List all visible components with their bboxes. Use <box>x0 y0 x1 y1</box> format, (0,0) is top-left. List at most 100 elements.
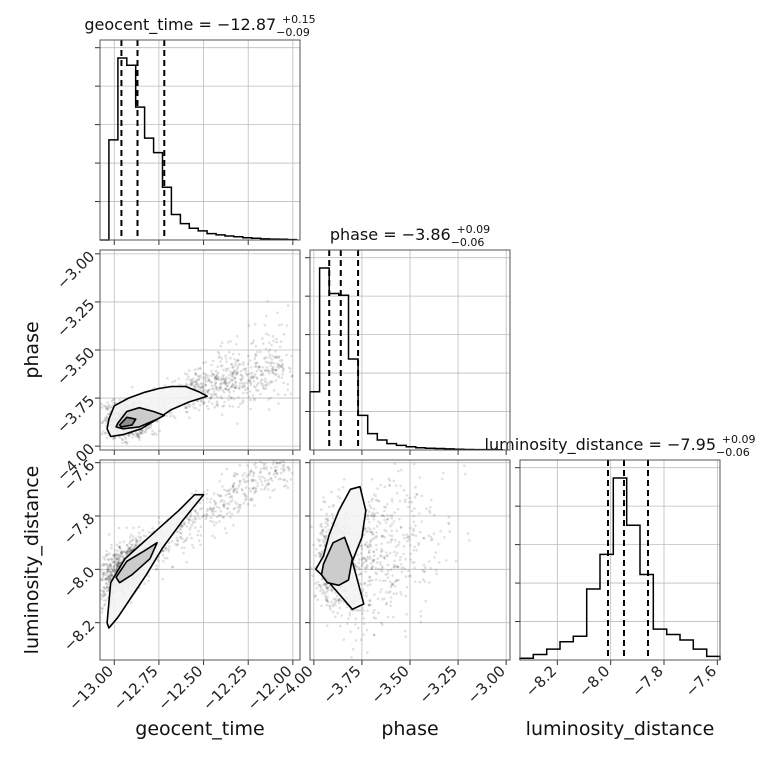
scatter-point <box>368 528 372 531</box>
scatter-point <box>274 469 277 472</box>
scatter-point <box>221 375 224 379</box>
scatter-point <box>107 579 110 583</box>
scatter-point <box>200 507 204 510</box>
scatter-point <box>372 518 376 521</box>
scatter-point <box>399 484 402 488</box>
scatter-point <box>255 369 259 373</box>
scatter-point <box>285 324 289 327</box>
scatter-point <box>258 470 262 474</box>
scatter-point <box>223 488 226 492</box>
scatter-point <box>234 501 237 504</box>
scatter-point <box>251 480 254 483</box>
histogram-step <box>309 267 504 451</box>
scatter-point <box>289 392 293 396</box>
scatter-point <box>238 482 242 486</box>
scatter-point <box>218 506 221 510</box>
scatter-point <box>282 463 286 467</box>
scatter-point <box>135 542 138 546</box>
scatter-point <box>244 370 247 373</box>
scatter-point <box>219 494 223 498</box>
scatter-point <box>249 407 252 411</box>
scatter-point <box>379 568 383 571</box>
scatter-point <box>185 538 188 542</box>
scatter-point <box>141 429 144 432</box>
scatter-point <box>280 358 284 362</box>
scatter-point <box>412 549 416 552</box>
scatter-point <box>266 478 270 482</box>
scatter-point <box>231 365 234 369</box>
scatter-point <box>261 382 264 386</box>
scatter-point <box>383 555 386 559</box>
scatter-point <box>259 369 262 373</box>
scatter-point <box>106 553 109 557</box>
scatter-point <box>282 467 286 470</box>
scatter-point <box>235 373 239 376</box>
scatter-point <box>209 380 212 384</box>
scatter-point <box>182 540 185 544</box>
scatter-point <box>131 538 135 541</box>
scatter-point <box>262 466 266 469</box>
scatter-point <box>106 405 110 408</box>
scatter-point <box>197 383 200 386</box>
scatter-point <box>244 480 248 484</box>
scatter-point <box>244 367 247 371</box>
scatter-point <box>252 471 255 474</box>
scatter-point <box>361 556 365 559</box>
scatter-point <box>217 388 221 392</box>
scatter-point <box>167 541 171 544</box>
scatter-point <box>110 573 113 576</box>
scatter-point <box>192 406 195 409</box>
scatter-point <box>272 460 276 463</box>
scatter-point <box>321 528 325 532</box>
scatter-point <box>434 551 438 554</box>
scatter-point <box>126 549 130 552</box>
scatter-point <box>371 560 375 563</box>
scatter-point <box>116 564 119 567</box>
scatter-point <box>195 378 198 382</box>
x-tick-label: −7.8 <box>628 662 666 700</box>
scatter-point <box>224 382 227 385</box>
scatter-point <box>224 383 227 386</box>
scatter-point <box>263 323 267 327</box>
scatter-point <box>138 436 141 439</box>
scatter-point <box>106 401 109 404</box>
scatter-point <box>255 365 258 368</box>
scatter-point <box>276 365 279 368</box>
scatter-point <box>107 412 110 416</box>
scatter-point <box>100 611 104 614</box>
scatter-point <box>212 492 216 496</box>
scatter-point <box>267 383 270 386</box>
scatter-point <box>123 550 126 554</box>
scatter-point <box>120 551 123 554</box>
scatter-point <box>271 380 274 384</box>
scatter-point <box>189 381 193 385</box>
scatter-point <box>319 589 322 593</box>
scatter-point <box>403 629 407 633</box>
scatter-point <box>271 369 275 373</box>
scatter-point <box>328 605 332 609</box>
scatter-point <box>241 381 244 385</box>
scatter-point <box>146 426 150 430</box>
scatter-point <box>193 386 196 389</box>
scatter-point <box>274 469 277 473</box>
scatter-point <box>198 387 202 391</box>
scatter-point <box>233 487 237 491</box>
scatter-point <box>106 567 109 571</box>
scatter-point <box>228 495 232 499</box>
scatter-point <box>232 482 236 486</box>
scatter-point <box>392 615 395 619</box>
scatter-point <box>200 382 203 386</box>
scatter-point <box>155 568 159 571</box>
scatter-point <box>372 554 376 557</box>
scatter-point <box>188 528 191 531</box>
scatter-point <box>396 565 400 569</box>
scatter-point <box>105 415 109 418</box>
scatter-point <box>229 385 233 389</box>
scatter-point <box>282 368 285 371</box>
scatter-point <box>383 528 386 532</box>
scatter-point <box>314 582 318 585</box>
y-tick-label: −3.75 <box>53 392 98 437</box>
scatter-point <box>188 416 191 420</box>
scatter-point <box>250 375 253 378</box>
